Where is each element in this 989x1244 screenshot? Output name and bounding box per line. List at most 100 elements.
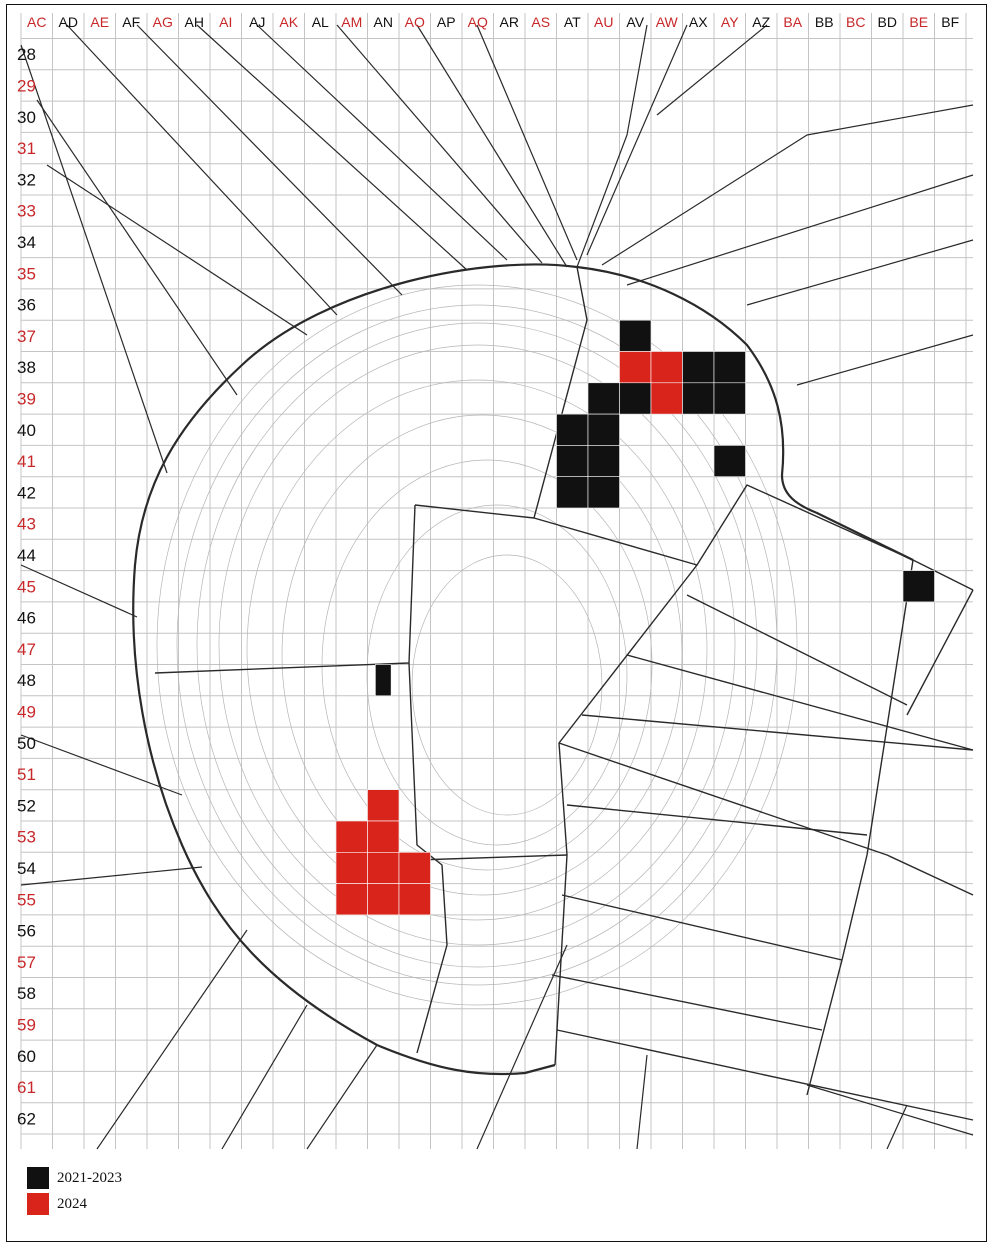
contour-line: [246, 379, 708, 921]
parcel-boundary: [46, 164, 308, 336]
parcel-boundary: [96, 929, 248, 1150]
excavated-unit-AY41: [713, 445, 746, 477]
parcel-boundary: [414, 484, 974, 591]
parcel-boundary: [746, 239, 974, 306]
row-label-38: 38: [17, 358, 36, 377]
parcel-boundary: [196, 24, 468, 271]
column-label-ba: BA: [783, 14, 802, 30]
row-label-41: 41: [17, 452, 36, 471]
legend: 2021-2023 2024: [27, 1165, 122, 1217]
parcel-boundary: [20, 734, 183, 796]
parcel-boundary: [601, 104, 974, 266]
column-label-aj: AJ: [249, 14, 265, 30]
excavated-unit-AX38: [682, 351, 715, 384]
legend-item-2021-2023: 2021-2023: [27, 1165, 122, 1191]
column-label-ar: AR: [500, 14, 519, 30]
column-label-bb: BB: [815, 14, 834, 30]
row-label-35: 35: [17, 264, 36, 283]
parcel-boundary: [886, 1104, 908, 1150]
column-label-al: AL: [312, 14, 329, 30]
column-label-ax: AX: [689, 14, 708, 30]
row-label-53: 53: [17, 828, 36, 847]
column-label-ad: AD: [59, 14, 78, 30]
parcel-boundary: [306, 1044, 378, 1150]
parcel-boundary: [806, 1084, 974, 1136]
excavated-unit-AV37: [619, 319, 652, 352]
row-label-50: 50: [17, 734, 36, 753]
row-label-52: 52: [17, 796, 36, 815]
excavated-unit-AT42: [556, 476, 589, 509]
parcel-boundary: [556, 1029, 974, 1121]
parcel-boundary: [656, 24, 768, 116]
row-label-42: 42: [17, 483, 36, 502]
column-label-ak: AK: [279, 14, 298, 30]
excavated-unit-AU42: [587, 476, 620, 509]
contour-lines: [156, 284, 798, 1006]
parcel-boundary: [36, 99, 238, 396]
parcel-boundary: [561, 894, 843, 961]
row-label-49: 49: [17, 702, 36, 721]
excavated-unit-BE45: [902, 570, 935, 603]
column-label-ap: AP: [437, 14, 456, 30]
row-label-37: 37: [17, 327, 36, 346]
row-label-43: 43: [17, 515, 36, 534]
column-label-ai: AI: [219, 14, 232, 30]
parcel-boundary: [576, 24, 648, 268]
legend-label: 2021-2023: [57, 1169, 122, 1186]
column-label-at: AT: [564, 14, 581, 30]
parcel-boundary: [626, 654, 974, 751]
column-label-ae: AE: [90, 14, 109, 30]
parcel-boundary: [408, 662, 448, 1054]
column-label-bc: BC: [846, 14, 865, 30]
parcel-boundary: [636, 1054, 648, 1150]
column-labels: AC AD AE AF AG AH AI AJ AK AL AM AN AO AP AQ AR AS AT AU AV…: [27, 14, 959, 30]
site-grid-map: AC AD AE AF AG AH AI AJ AK AL AM AN AO AP AQ AR AS AT AU AV…: [17, 13, 974, 1150]
excavated-unit-AO55: [398, 883, 431, 916]
row-label-46: 46: [17, 609, 36, 628]
column-label-be: BE: [909, 14, 928, 30]
parcel-boundary: [476, 944, 568, 1150]
parcel-boundary: [576, 265, 914, 561]
row-label-58: 58: [17, 984, 36, 1003]
row-labels: 28 29 30 31 32 33 34 35 36 37 38 39 40 41 42 43 44 45 46 47…: [17, 45, 36, 1128]
contour-line: [156, 284, 798, 1006]
row-label-39: 39: [17, 389, 36, 408]
parcel-boundary: [551, 974, 823, 1031]
column-label-as: AS: [531, 14, 550, 30]
excavated-unit-AV39: [619, 382, 652, 415]
column-label-au: AU: [594, 14, 613, 30]
parcel-boundary: [476, 24, 578, 261]
row-label-48: 48: [17, 671, 36, 690]
parcel-boundary: [906, 589, 974, 716]
row-label-40: 40: [17, 421, 36, 440]
parcel-boundary: [806, 559, 914, 1096]
row-label-47: 47: [17, 640, 36, 659]
excavated-unit-AY38: [713, 351, 746, 384]
excavated-unit-AU40: [587, 413, 620, 446]
excavated-unit-AM53: [335, 820, 368, 853]
row-label-30: 30: [17, 108, 36, 127]
column-label-aw: AW: [656, 14, 679, 30]
row-label-60: 60: [17, 1047, 36, 1066]
parcel-boundary: [686, 594, 908, 706]
parcel-boundary: [132, 263, 578, 1076]
column-label-aq: AQ: [468, 14, 488, 30]
excavated-unit-AU39: [587, 382, 620, 415]
parcel-lines: [20, 24, 974, 1150]
column-label-ac: AC: [27, 14, 46, 30]
parcel-boundary: [566, 804, 868, 836]
row-label-44: 44: [17, 546, 36, 565]
excavated-unit-AN54: [367, 851, 400, 884]
parcel-boundary: [66, 24, 338, 316]
map-frame: AC AD AE AF AG AH AI AJ AK AL AM AN AO AP AQ AR AS AT AU AV…: [6, 4, 987, 1242]
parcel-boundary: [416, 854, 568, 861]
row-label-51: 51: [17, 765, 36, 784]
row-label-57: 57: [17, 953, 36, 972]
row-label-56: 56: [17, 922, 36, 941]
column-label-ay: AY: [721, 14, 739, 30]
column-label-ag: AG: [153, 14, 173, 30]
parcel-boundary: [336, 24, 543, 264]
excavated-unit-AM54: [335, 851, 368, 884]
parcel-boundary: [416, 24, 568, 268]
excavated-unit-AN52: [367, 789, 400, 822]
